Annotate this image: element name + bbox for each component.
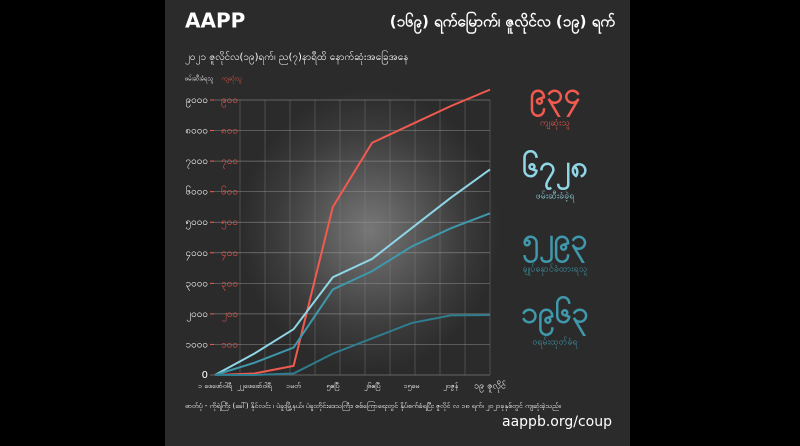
footer: ဓာတ်ပုံ - ကိုရဲကြီး (ခေါ်) နိုင်လင်း ၊ ပ…: [185, 401, 561, 411]
x-tick-label: ၂၂ဖေဖော်ဝါရီ: [236, 382, 272, 391]
y2-tick-label: ၇၀၀: [221, 156, 238, 169]
annotation-label: ကျဆုံးသူ: [540, 119, 570, 130]
y2-tick-label: ၄၀၀: [221, 248, 238, 261]
x-tick-label: ၁၉ ဇူလိုင်: [474, 381, 506, 393]
y2-axis-label: ကျဆုံးသူ: [222, 76, 242, 84]
y-tick-label: 0: [202, 370, 208, 381]
y-tick-label: ၃၀၀၀: [186, 278, 209, 291]
annotation-value: ၁၉၆၃: [521, 294, 589, 338]
series-line: [214, 212, 491, 376]
y-tick-label: ၇၀၀၀: [186, 156, 209, 169]
y2-tick-label: ၆၀၀: [221, 185, 238, 198]
annotation-label: ဝရမ်းထုတ်ခံရ: [532, 337, 578, 349]
annotation-value: ၆၇၂၈: [522, 148, 588, 192]
brand: AAPP: [185, 9, 245, 33]
annotation-label: ဖမ်းဆီးခံခဲ့ရ: [536, 191, 576, 203]
y2-tick-label: ၂၀၀: [222, 309, 238, 322]
y2-tick-label: ၅၀၀: [221, 217, 238, 230]
url: aappb.org/coup: [502, 414, 612, 430]
y2-tick-label: ၁၀၀: [221, 339, 238, 350]
y2-tick-label: ၃၀၀: [221, 278, 238, 291]
x-tick-label: ၂၆ဧပြီ: [363, 382, 380, 391]
photo: [240, 90, 500, 370]
y-tick-label: ၂၀၀၀: [186, 309, 208, 322]
y-tick-label: ၄၀၀၀: [186, 248, 209, 261]
annotation-label: ချုပ်နှောင်ခံထားရသူ: [523, 264, 588, 276]
y-axis-label: ဖမ်းဆီးခံရသူ: [185, 75, 214, 84]
y-tick-label: ၁၀၀၀: [186, 339, 209, 350]
y2-tick-label: ၈၀၀: [221, 126, 238, 137]
x-tick-label: ၂၀ဇွန်: [442, 382, 459, 391]
y-tick-label: ၉၀၀၀: [186, 95, 209, 108]
y2-tick-label: ၉၀၀: [221, 95, 238, 108]
y-tick-label: ၈၀၀၀: [185, 126, 208, 137]
y-tick-label: ၆၀၀၀: [186, 185, 209, 198]
x-tick-label: ၁၅မေ: [404, 382, 420, 391]
x-tick-label: ၅ဧပြီ: [326, 382, 339, 391]
y-tick-label: ၅၀၀၀: [186, 217, 209, 230]
x-tick-label: ၁မတ်: [286, 382, 301, 390]
series-line: [215, 314, 491, 376]
x-tick-label: ၁ ဖေဖော်ဝါရီ: [198, 382, 233, 391]
subtitle: ၂၀၂၁ ဇူလိုင်လ(၁၉)ရက်၊ ည(၇)နာရီထိ နောက်ဆု…: [185, 49, 408, 65]
series-line: [214, 168, 491, 376]
series-line: [214, 88, 491, 376]
